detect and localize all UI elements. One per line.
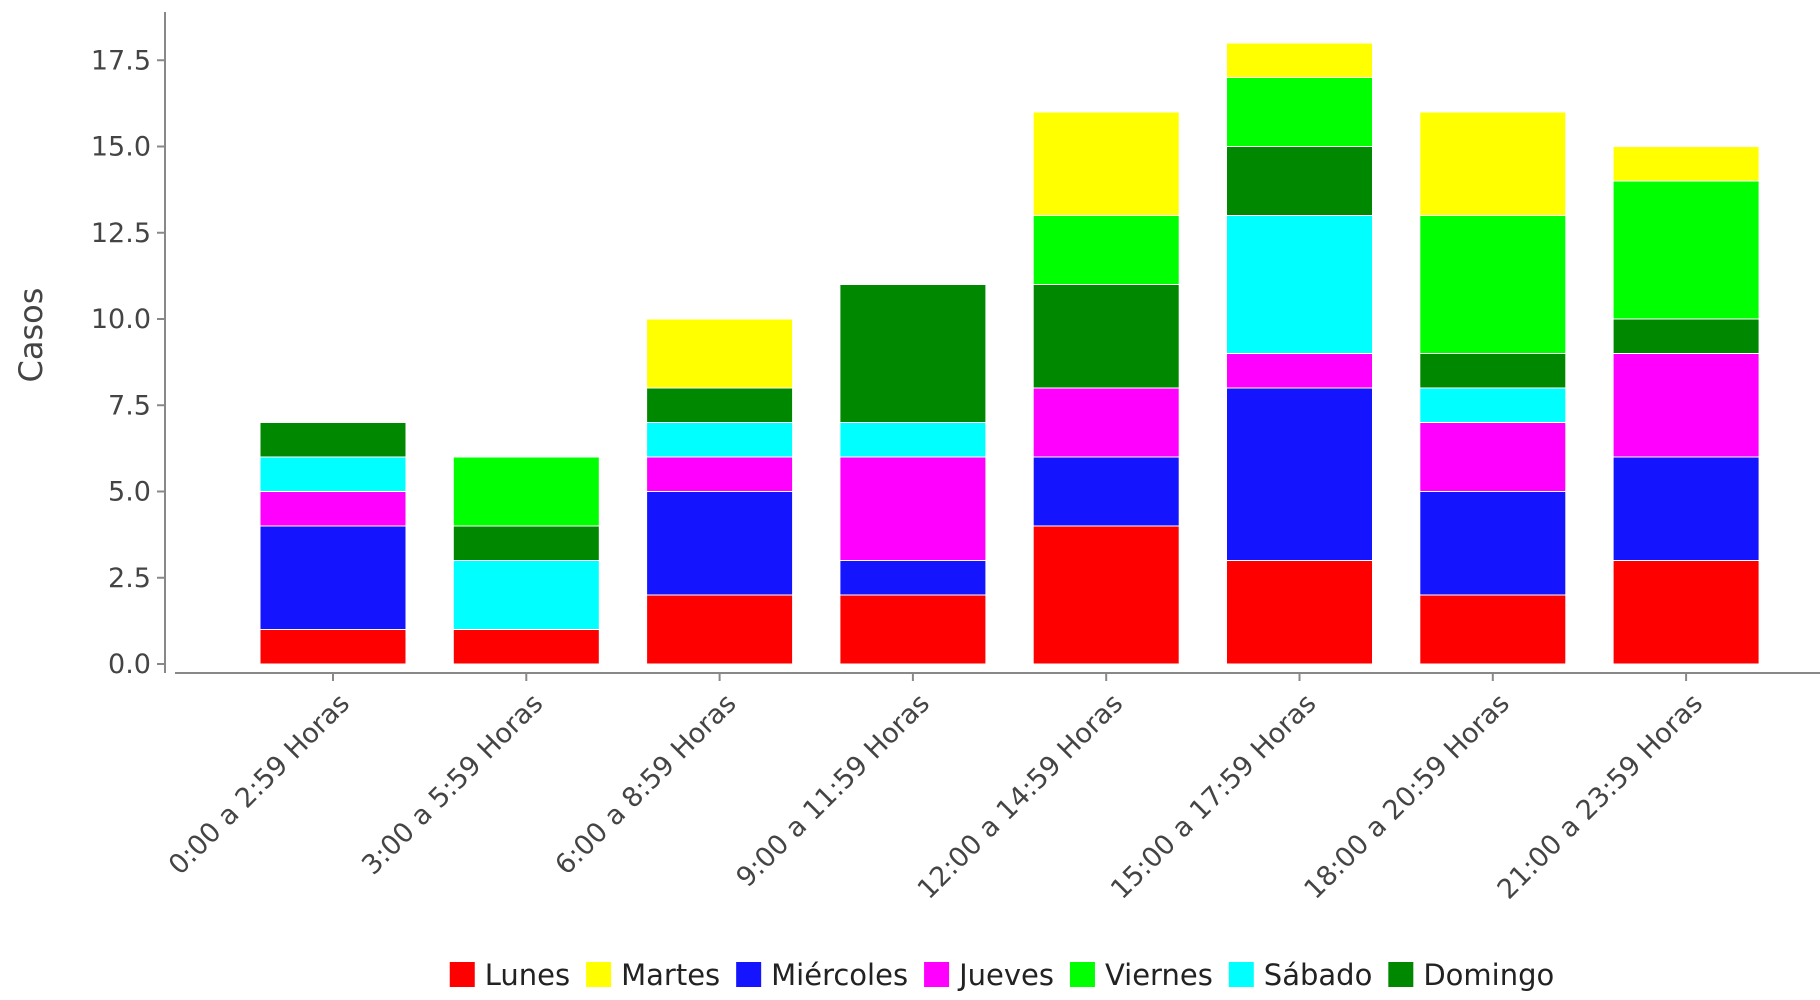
legend-swatch: [586, 962, 612, 987]
bar-segment: [839, 560, 987, 596]
bar-segment: [1032, 387, 1180, 458]
x-axis: 0:00 a 2:59 Horas 3:00 a 5:59 Horas 6:00 a…: [163, 672, 1820, 905]
x-tick-label: 0:00 a 2:59 Horas: [163, 688, 356, 881]
bar-segment: [1226, 42, 1373, 78]
bar-segment: [1226, 146, 1373, 216]
bar-segment: [452, 560, 600, 630]
legend-swatch: [449, 962, 475, 987]
bar-segment: [259, 525, 407, 630]
bar-segment: [259, 456, 407, 492]
bar-segment: [839, 422, 987, 458]
bar-segment: [1419, 422, 1567, 492]
legend-label: Lunes: [485, 958, 570, 992]
bar-segment: [1032, 111, 1180, 216]
bar-segment: [1419, 491, 1567, 596]
bar-segment: [1419, 387, 1567, 423]
bar-segment: [839, 594, 987, 665]
bar-segment: [1419, 111, 1567, 216]
bar-segment: [1226, 77, 1373, 147]
bar-segment: [839, 456, 987, 561]
bar-segment: [646, 387, 794, 423]
bar-segment: [1612, 456, 1760, 561]
bar-segment: [1419, 215, 1567, 354]
bar-segment: [1226, 353, 1373, 389]
bar-segment: [1612, 560, 1760, 665]
bar-segment: [646, 422, 794, 458]
bar-segment: [259, 629, 407, 665]
bar-segment: [646, 456, 794, 492]
x-tick-label: 9:00 a 11:59 Horas: [731, 688, 936, 893]
legend-label: Viernes: [1105, 958, 1213, 992]
bar-segment: [452, 525, 600, 561]
x-tick-label: 3:00 a 5:59 Horas: [356, 688, 549, 881]
y-axis: 0.0 2.5 5.0 7.5 10.0 12.5 15.0 17.5: [91, 12, 166, 680]
bar-segment: [1612, 318, 1760, 354]
legend-swatch: [1228, 962, 1254, 987]
bar-segment: [1032, 284, 1180, 389]
bar-segment: [1032, 456, 1180, 527]
legend-label: Sábado: [1264, 958, 1373, 992]
bar-segment: [452, 629, 600, 665]
legend-swatch: [924, 962, 950, 987]
y-tick-label: 15.0: [91, 132, 151, 163]
bar-segment: [646, 318, 794, 389]
bar-segment: [1226, 560, 1373, 665]
y-tick-label: 2.5: [108, 563, 151, 594]
y-tick-label: 12.5: [91, 218, 151, 249]
x-tick-label: 6:00 a 8:59 Horas: [549, 688, 742, 881]
x-tick-label: 15:00 a 17:59 Horas: [1105, 688, 1322, 905]
legend-label: Martes: [621, 958, 720, 992]
bar-segment: [646, 594, 794, 665]
x-tick-label: 18:00 a 20:59 Horas: [1298, 688, 1515, 905]
bar-segment: [259, 422, 407, 458]
legend: Lunes Martes Miércoles Jueves Viernes Sábado D…: [449, 958, 1554, 992]
legend-label: Domingo: [1423, 958, 1554, 992]
y-tick-label: 0.0: [108, 649, 151, 680]
x-tick-label: 12:00 a 14:59 Horas: [912, 688, 1129, 905]
bar-segment: [1032, 215, 1180, 285]
bar-segment: [1419, 353, 1567, 389]
bar-segment: [1612, 146, 1760, 182]
legend-label: Jueves: [957, 958, 1054, 992]
legend-swatch: [1069, 962, 1095, 987]
legend-swatch: [1388, 962, 1414, 987]
bar-segment: [1419, 594, 1567, 665]
bar-segment: [646, 491, 794, 596]
bar-segment: [1032, 525, 1180, 665]
bars: [259, 42, 1760, 665]
bar-segment: [452, 456, 600, 527]
legend-swatch: [736, 962, 762, 987]
bar-segment: [1612, 180, 1760, 320]
y-tick-label: 10.0: [91, 304, 151, 335]
y-tick-label: 5.0: [108, 477, 151, 508]
bar-segment: [259, 491, 407, 527]
x-tick-label: 21:00 a 23:59 Horas: [1492, 688, 1709, 905]
bar-segment: [839, 284, 987, 423]
bar-segment: [1612, 353, 1760, 458]
bar-segment: [1226, 215, 1373, 354]
bar-segment: [1226, 387, 1373, 561]
legend-label: Miércoles: [771, 958, 908, 992]
y-axis-title: Casos: [12, 288, 50, 383]
y-tick-label: 17.5: [91, 45, 151, 76]
y-tick-label: 7.5: [108, 390, 151, 421]
